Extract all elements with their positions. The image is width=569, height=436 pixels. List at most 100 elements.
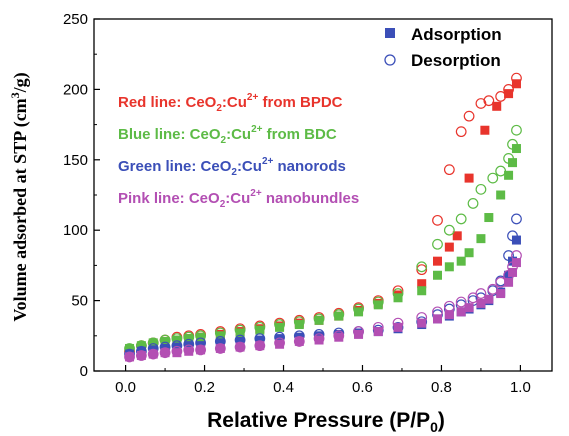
adsorption-point-1 — [215, 331, 225, 341]
desorption-point-3 — [455, 296, 467, 308]
desorption-point-3 — [353, 326, 364, 337]
y-ticks: 0 50 100 150 200 250 — [63, 11, 100, 380]
adsorption-point-0 — [452, 231, 462, 241]
adsorption-point-0 — [492, 101, 502, 111]
desorption-point-1 — [214, 327, 226, 339]
desorption-point-1 — [432, 238, 443, 250]
x-ticks: 0.0 0.2 0.4 0.6 0.8 1.0 — [115, 365, 531, 396]
adsorption-point-0 — [417, 279, 427, 289]
desorption-point-3 — [254, 340, 266, 352]
adsorption-point-1 — [172, 335, 182, 345]
adsorption-point-1 — [508, 158, 518, 168]
x-axis-title-sub: 0 — [430, 419, 438, 435]
adsorption-point-3 — [294, 336, 304, 346]
adsorption-point-1 — [235, 328, 245, 338]
adsorption-point-3 — [484, 294, 494, 304]
y-tick-label: 50 — [71, 293, 88, 310]
desorption-point-3 — [511, 250, 522, 261]
desorption-point-0 — [495, 91, 507, 102]
y-axis-title-sup: 3 — [8, 92, 22, 98]
adsorption-point-1 — [136, 341, 146, 351]
adsorption-point-3 — [334, 332, 344, 342]
desorption-point-3 — [293, 336, 305, 347]
desorption-point-3 — [234, 341, 246, 353]
adsorption-point-1 — [511, 144, 521, 154]
series-annotation: Blue line: CeO2:Cu2+ from BDC — [118, 124, 337, 146]
desorption-point-1 — [293, 316, 305, 328]
desorption-point-3 — [214, 343, 226, 354]
adsorption-point-3 — [511, 258, 521, 268]
desorption-point-1 — [333, 309, 345, 321]
adsorption-point-1 — [294, 320, 304, 330]
adsorption-point-1 — [433, 270, 442, 280]
desorption-point-3 — [392, 317, 404, 329]
adsorption-point-2 — [235, 336, 245, 346]
desorption-point-3 — [195, 344, 207, 356]
desorption-point-3 — [333, 330, 345, 342]
desorption-point-1 — [495, 165, 507, 177]
desorption-point-3 — [274, 337, 285, 349]
desorption-point-3 — [495, 276, 507, 288]
adsorption-point-1 — [484, 213, 494, 223]
y-axis-title: Volume adsorbed at STP (cm3/g) — [8, 72, 31, 321]
y-tick-label: 100 — [63, 222, 88, 239]
desorption-point-1 — [503, 152, 514, 164]
adsorption-point-3 — [215, 343, 225, 353]
legend: Adsorption Desorption — [384, 25, 502, 70]
desorption-point-3 — [432, 306, 443, 318]
desorption-point-3 — [372, 321, 384, 333]
adsorption-point-1 — [334, 311, 344, 321]
adsorption-point-3 — [314, 335, 324, 345]
desorption-point-2 — [392, 321, 404, 333]
desorption-point-3 — [475, 288, 487, 299]
adsorption-point-1 — [125, 343, 135, 353]
desorption-point-2 — [507, 230, 518, 242]
adsorption-point-1 — [148, 338, 158, 348]
desorption-point-0 — [432, 214, 443, 226]
legend-adsorption-marker — [385, 28, 395, 38]
adsorption-point-3 — [444, 310, 454, 320]
desorption-point-3 — [183, 344, 195, 356]
desorption-point-1 — [416, 261, 428, 273]
x-tick-label: 0.2 — [194, 379, 215, 396]
adsorption-point-0 — [433, 256, 442, 266]
adsorption-point-3 — [196, 345, 206, 355]
x-tick-label: 0.0 — [115, 379, 136, 396]
adsorption-point-3 — [433, 314, 442, 324]
desorption-point-0 — [463, 110, 475, 122]
desorption-point-3 — [313, 333, 325, 345]
adsorption-point-0 — [444, 242, 454, 252]
legend-desorption-label: Desorption — [411, 51, 501, 70]
y-tick-label: 200 — [63, 81, 88, 98]
adsorption-point-3 — [255, 341, 265, 351]
desorption-point-3 — [416, 312, 428, 323]
adsorption-point-3 — [136, 351, 146, 361]
y-tick-label: 250 — [63, 11, 88, 28]
desorption-point-0 — [511, 72, 522, 84]
adsorption-point-2 — [215, 338, 225, 348]
adsorption-point-3 — [464, 303, 474, 313]
adsorption-point-0 — [480, 125, 490, 135]
desorption-point-1 — [195, 330, 207, 342]
adsorption-point-1 — [275, 322, 285, 332]
desorption-point-1 — [467, 198, 479, 209]
plot-marks — [124, 72, 522, 363]
series-annotation: Red line: CeO2:Cu2+ from BPDC — [118, 92, 343, 114]
desorption-point-1 — [313, 313, 325, 325]
desorption-point-1 — [254, 321, 266, 333]
y-tick-label: 0 — [80, 363, 88, 380]
adsorption-point-3 — [125, 352, 135, 362]
desorption-point-0 — [455, 126, 467, 138]
desorption-point-1 — [455, 213, 467, 225]
x-tick-label: 0.6 — [352, 379, 373, 396]
desorption-point-0 — [503, 83, 514, 95]
adsorption-point-1 — [184, 334, 194, 344]
series-annotations: Red line: CeO2:Cu2+ from BPDC Blue line: … — [118, 92, 359, 210]
desorption-point-0 — [475, 98, 487, 109]
adsorption-point-0 — [464, 173, 474, 183]
legend-desorption-marker — [384, 54, 396, 66]
adsorption-point-1 — [456, 256, 466, 266]
adsorption-point-3 — [148, 349, 158, 359]
desorption-point-3 — [147, 348, 159, 360]
